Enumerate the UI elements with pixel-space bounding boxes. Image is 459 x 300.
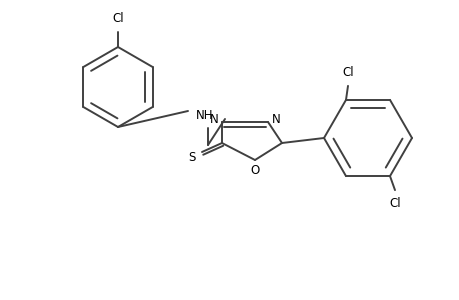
Text: Cl: Cl xyxy=(341,66,353,79)
Text: N: N xyxy=(209,112,218,125)
Text: Cl: Cl xyxy=(112,12,123,25)
Text: Cl: Cl xyxy=(388,197,400,210)
Text: S: S xyxy=(188,151,195,164)
Text: O: O xyxy=(250,164,259,176)
Text: N: N xyxy=(271,112,280,125)
Text: NH: NH xyxy=(196,109,213,122)
